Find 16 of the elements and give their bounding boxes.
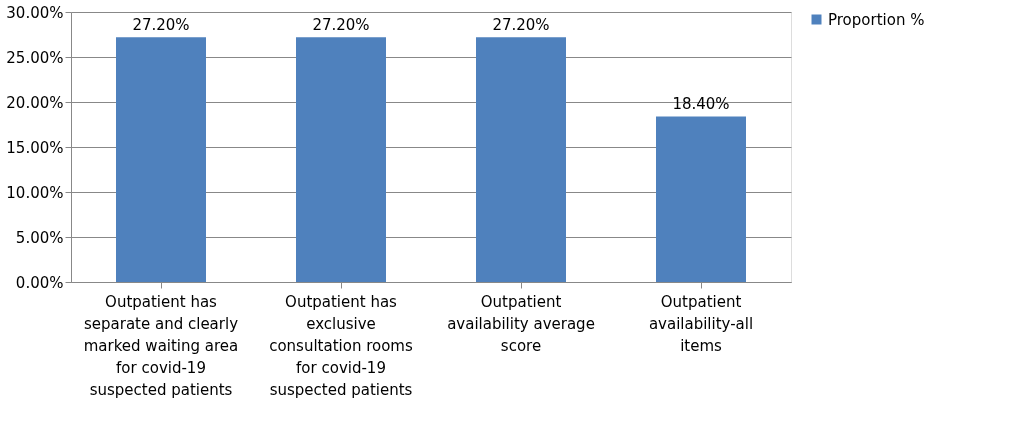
data-label: 27.20% bbox=[312, 16, 370, 35]
x-tick-label: Outpatient availability average score bbox=[447, 292, 595, 355]
y-tick-label: 10.00% bbox=[6, 183, 64, 202]
x-tick-label: Outpatient has separate and clearly marked waiting area for covid-19 suspected patients bbox=[83, 292, 239, 399]
legend-label: Proportion % bbox=[828, 10, 925, 29]
y-tick-label: 25.00% bbox=[6, 48, 64, 67]
y-tick-label: 20.00% bbox=[6, 93, 64, 112]
data-label: 18.40% bbox=[672, 95, 730, 114]
y-tick-label: 5.00% bbox=[15, 228, 64, 247]
x-tick-label: Outpatient has exclusive consultation rooms for covid-19 suspected patients bbox=[269, 292, 413, 399]
data-label: 27.20% bbox=[132, 16, 190, 35]
y-tick-label: 15.00% bbox=[6, 138, 64, 157]
x-tick-label: Outpatient availability-all items bbox=[648, 292, 754, 355]
y-tick-label: 30.00% bbox=[6, 3, 64, 22]
y-tick-label: 0.00% bbox=[15, 273, 64, 292]
data-label: 27.20% bbox=[492, 16, 550, 35]
